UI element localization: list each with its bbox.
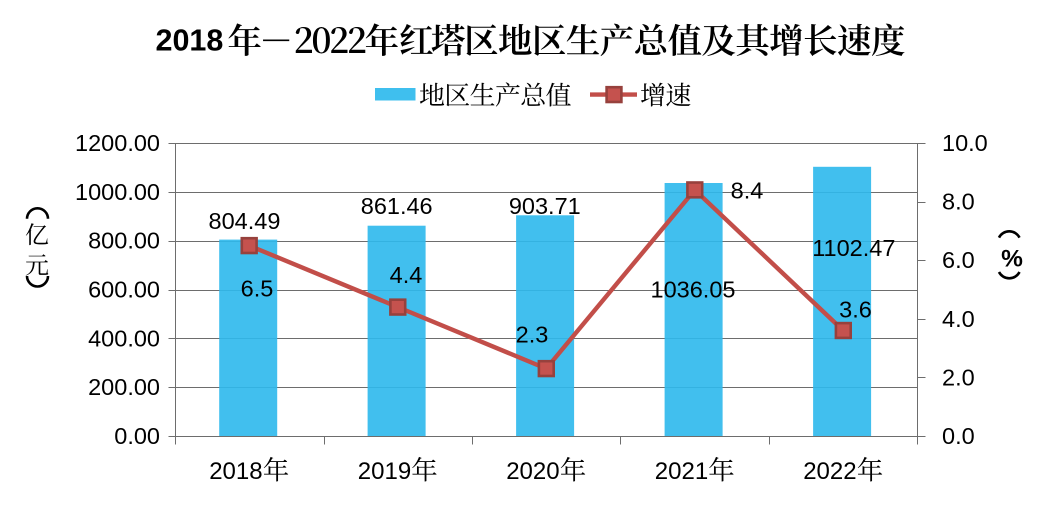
svg-text:1000.00: 1000.00 [75, 179, 160, 205]
svg-text:1200.00: 1200.00 [75, 130, 160, 156]
svg-text:903.71: 903.71 [509, 193, 581, 219]
svg-text:2020: 2020 [506, 458, 559, 485]
svg-text:800.00: 800.00 [88, 228, 160, 254]
svg-text:%: % [1001, 245, 1023, 272]
svg-text:10.0: 10.0 [942, 130, 988, 156]
svg-text:1036.05: 1036.05 [651, 277, 736, 303]
svg-text:6.5: 6.5 [241, 276, 274, 302]
svg-text:8.4: 8.4 [731, 178, 764, 204]
svg-text:4.0: 4.0 [942, 306, 975, 332]
svg-text:1102.47: 1102.47 [812, 235, 895, 261]
svg-text:2019: 2019 [358, 458, 411, 485]
svg-text:2022: 2022 [803, 458, 856, 485]
svg-text:2.0: 2.0 [942, 364, 975, 390]
svg-text:400.00: 400.00 [88, 325, 160, 351]
svg-text:2018: 2018 [209, 458, 262, 485]
svg-text:8.0: 8.0 [942, 189, 975, 215]
svg-text:804.49: 804.49 [209, 208, 281, 234]
svg-text:6.0: 6.0 [942, 247, 975, 273]
svg-text:3.6: 3.6 [839, 297, 872, 323]
svg-text:2018: 2018 [156, 24, 224, 58]
svg-text:4.4: 4.4 [390, 262, 423, 288]
svg-text:0.0: 0.0 [942, 423, 975, 449]
svg-text:2021: 2021 [655, 458, 708, 485]
svg-text:0.00: 0.00 [114, 423, 160, 449]
svg-text:600.00: 600.00 [88, 277, 160, 303]
svg-text:200.00: 200.00 [88, 374, 160, 400]
svg-text:2.3: 2.3 [516, 322, 549, 348]
svg-text:861.46: 861.46 [361, 193, 433, 219]
